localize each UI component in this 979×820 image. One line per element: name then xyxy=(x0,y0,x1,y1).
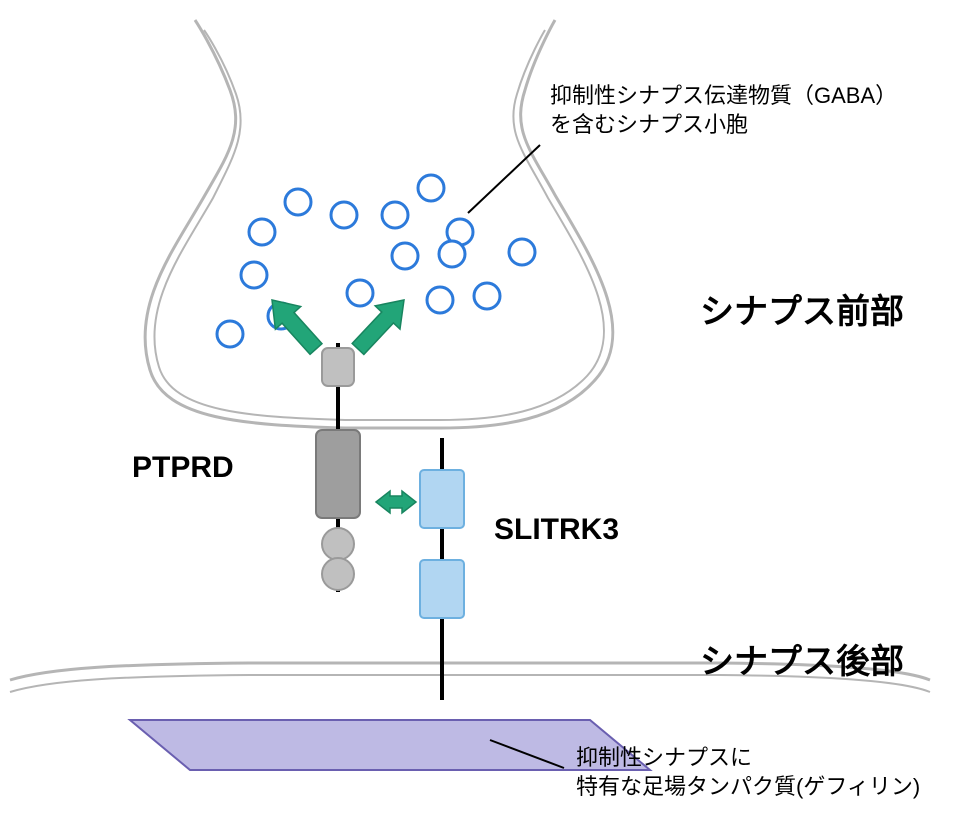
ptprd-label: PTPRD xyxy=(132,448,234,487)
synaptic-vesicle xyxy=(382,202,408,228)
vesicle-caption: 抑制性シナプス伝達物質（GABA） を含むシナプス小胞 xyxy=(550,82,897,139)
synaptic-vesicle xyxy=(249,219,275,245)
synaptic-vesicle xyxy=(217,321,243,347)
slitrk3-label: SLITRK3 xyxy=(494,510,619,549)
scaffold-caption: 抑制性シナプスに 特有な足場タンパク質(ゲフィリン) xyxy=(576,744,920,801)
ptprd-ball xyxy=(322,528,354,560)
synaptic-vesicle xyxy=(331,202,357,228)
synaptic-vesicle xyxy=(285,189,311,215)
synaptic-vesicle xyxy=(418,175,444,201)
postsynaptic-label: シナプス後部 xyxy=(700,640,904,684)
synaptic-vesicle xyxy=(439,241,465,267)
presynaptic-membrane-inner xyxy=(154,30,604,420)
synaptic-vesicle xyxy=(427,287,453,313)
synaptic-vesicle xyxy=(347,280,373,306)
presynaptic-membrane-outer xyxy=(145,20,613,428)
synaptic-vesicle xyxy=(509,239,535,265)
arrow-icon xyxy=(352,300,404,354)
scaffold-protein xyxy=(130,720,650,770)
synaptic-vesicle xyxy=(392,243,418,269)
slitrk3-domain xyxy=(420,560,464,618)
synaptic-vesicle xyxy=(474,283,500,309)
ptprd-domain-large xyxy=(316,430,360,518)
ptprd-domain-small xyxy=(322,348,354,386)
presynaptic-label: シナプス前部 xyxy=(700,290,904,334)
callout-line xyxy=(468,145,540,213)
ptprd-ball xyxy=(322,558,354,590)
synaptic-vesicle xyxy=(241,262,267,288)
slitrk3-domain xyxy=(420,470,464,528)
interaction-arrow-icon xyxy=(376,491,416,513)
